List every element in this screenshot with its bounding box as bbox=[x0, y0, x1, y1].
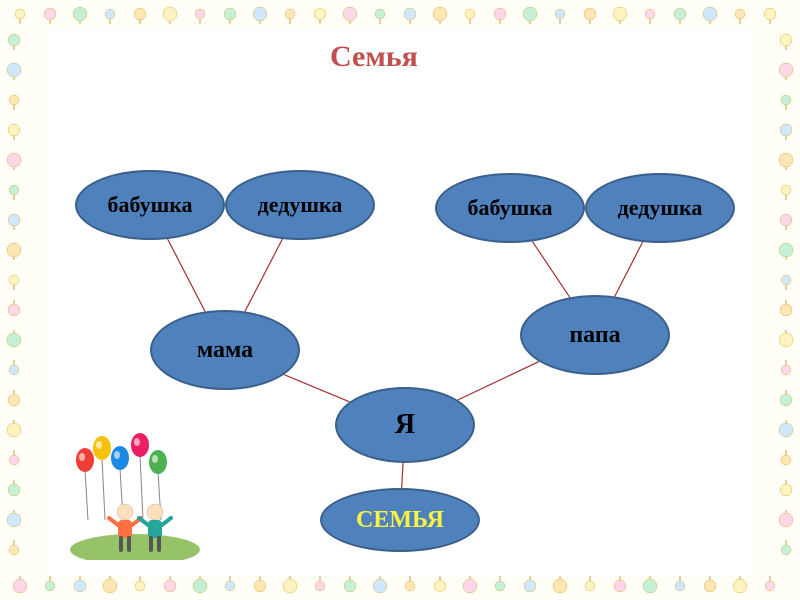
node-label: бабушка bbox=[107, 192, 192, 218]
node-gf_f: дедушка bbox=[585, 173, 735, 243]
node-label: папа bbox=[569, 322, 620, 349]
node-me: Я bbox=[335, 387, 475, 463]
node-gm_f: бабушка bbox=[435, 173, 585, 243]
slide-stage: Семья бабушка дедушка бабушка дедушка мама па… bbox=[0, 0, 800, 600]
node-label: бабушка bbox=[467, 195, 552, 221]
node-gm_m: бабушка bbox=[75, 170, 225, 240]
node-label: мама bbox=[197, 337, 253, 364]
node-label: дедушка bbox=[258, 192, 343, 218]
node-mom: мама bbox=[150, 310, 300, 390]
children-balloons-illustration bbox=[70, 430, 200, 560]
node-label: дедушка bbox=[618, 195, 703, 221]
node-gf_m: дедушка bbox=[225, 170, 375, 240]
node-label: СЕМЬЯ bbox=[356, 507, 444, 534]
node-label: Я bbox=[395, 409, 415, 441]
node-dad: папа bbox=[520, 295, 670, 375]
slide-title: Семья bbox=[330, 40, 418, 74]
node-fam: СЕМЬЯ bbox=[320, 488, 480, 552]
